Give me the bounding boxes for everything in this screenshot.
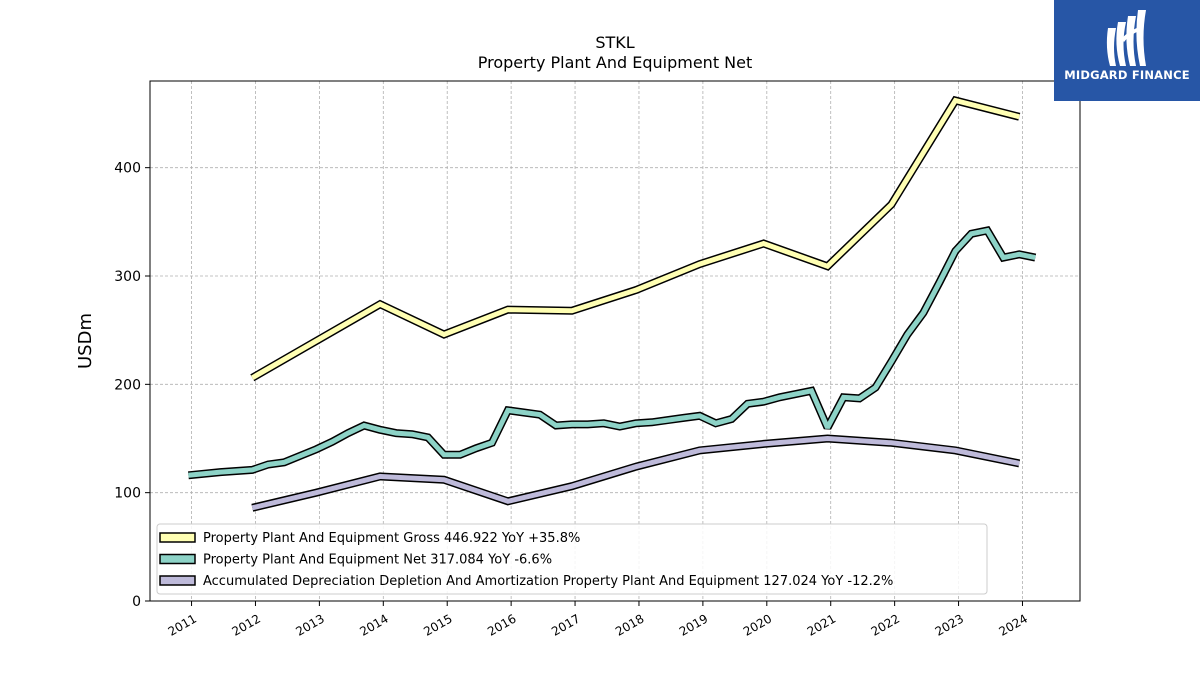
y-axis: 0 100 200 300 400 — [114, 161, 150, 610]
x-tick-label: 2014 — [357, 611, 390, 638]
series-line-outline — [188, 226, 1037, 480]
legend: Property Plant And Equipment Gross 446.9… — [156, 523, 988, 595]
x-tick-label: 2021 — [805, 611, 838, 638]
x-tick-label: 2011 — [166, 611, 199, 638]
x-axis: 2011 2012 2013 2014 2015 2016 2017 2018 2019 2020… — [166, 601, 1030, 639]
series-lines — [188, 95, 1037, 512]
y-tick-label: 100 — [114, 486, 141, 502]
series-line-3 — [251, 435, 1020, 511]
y-tick-label: 0 — [132, 594, 141, 610]
legend-label: Property Plant And Equipment Net 317.084… — [203, 553, 552, 568]
y-tick-label: 300 — [114, 269, 141, 285]
x-tick-label: 2019 — [677, 611, 710, 638]
midgard-finance-logo: MIDGARD FINANCE — [1054, 0, 1200, 101]
x-tick-label: 2024 — [997, 611, 1030, 638]
series-line-1 — [251, 97, 1020, 380]
x-tick-label: 2023 — [933, 611, 966, 638]
x-tick-label: 2012 — [230, 611, 263, 638]
series-line-2 — [188, 227, 1036, 478]
y-tick-label: 200 — [114, 377, 141, 393]
y-tick-label: 400 — [114, 161, 141, 177]
x-tick-label: 2016 — [485, 611, 518, 638]
midgard-logo-icon — [1106, 10, 1146, 66]
plot-frame — [149, 80, 1081, 602]
legend-box — [156, 523, 988, 595]
legend-swatch — [159, 532, 196, 543]
logo-text: MIDGARD FINANCE — [1064, 68, 1190, 82]
x-tick-label: 2013 — [293, 611, 326, 638]
legend-swatch — [159, 575, 196, 586]
legend-label: Property Plant And Equipment Gross 446.9… — [203, 531, 580, 546]
y-axis-label: USDm — [75, 313, 96, 369]
chart-title: STKL — [595, 33, 634, 52]
chart-subtitle: Property Plant And Equipment Net — [478, 53, 753, 72]
legend-swatch — [159, 553, 196, 565]
legend-label: Accumulated Depreciation Depletion And A… — [203, 574, 893, 589]
x-tick-label: 2022 — [869, 611, 902, 638]
x-tick-label: 2017 — [549, 611, 582, 638]
x-tick-label: 2015 — [421, 611, 454, 638]
x-tick-label: 2018 — [613, 611, 646, 638]
grid — [150, 81, 1080, 602]
series-line-outline — [251, 434, 1021, 512]
x-tick-label: 2020 — [741, 611, 774, 638]
